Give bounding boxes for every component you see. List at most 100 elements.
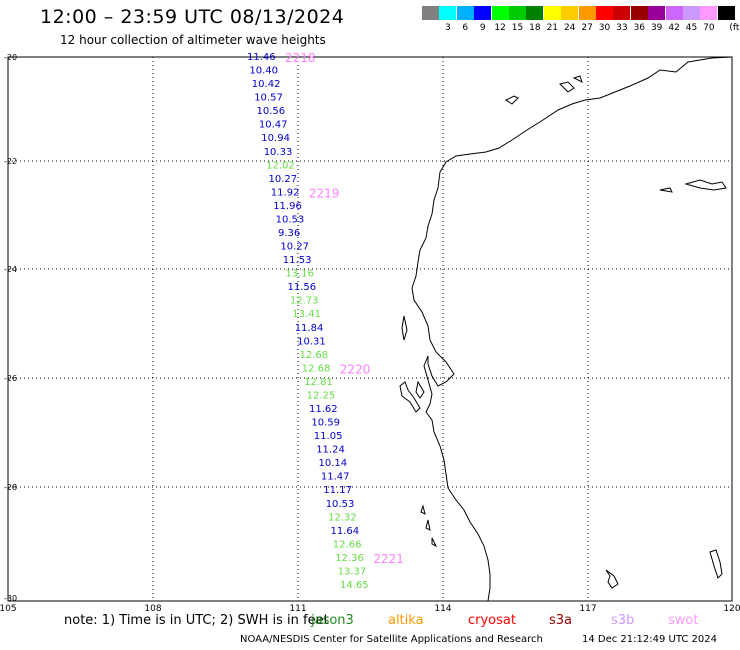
wave-height-reading: 12.36	[335, 553, 364, 564]
scale-label: 9	[479, 23, 486, 33]
satellite-legend-item: s3b	[611, 613, 635, 628]
scale-swatch	[613, 6, 631, 20]
scale-label: 42	[668, 23, 680, 33]
scale-swatch	[630, 6, 648, 20]
wave-height-reading: 10.53	[276, 215, 305, 226]
scale-label: 24	[563, 23, 576, 33]
scale-label: 30	[598, 23, 611, 33]
pass-number-label: 2218	[285, 51, 316, 65]
coastline-segment	[399, 381, 421, 413]
map-frame	[7, 56, 733, 602]
scale-swatch	[456, 6, 474, 20]
lon-label: 120	[723, 604, 740, 614]
map-subtitle: 12 hour collection of altimeter wave hei…	[60, 33, 326, 47]
scale-label: 70	[703, 23, 715, 33]
lat-label: -26	[4, 374, 17, 383]
wave-height-reading: 11.64	[331, 526, 360, 537]
wave-height-reading: 12.66	[333, 539, 362, 550]
wave-height-reading: 12.68	[300, 350, 329, 361]
satellite-track: 11.46 10.40 10.42 10.57 10.56 10.47 10.94 10.33…	[247, 52, 369, 591]
scale-swatch	[717, 6, 735, 20]
scale-swatch	[700, 6, 718, 20]
satellite-legend-item: altika	[388, 613, 424, 628]
footer-note: note: 1) Time is in UTC; 2) SWH is in fe…	[64, 613, 329, 628]
wave-height-reading: 10.42	[252, 79, 281, 90]
scale-label: 39	[650, 23, 663, 33]
lon-label: 108	[144, 604, 161, 614]
wave-height-reading: 11.53	[283, 255, 312, 266]
lat-label: -20	[4, 53, 17, 62]
coastline-segment	[684, 179, 727, 191]
lat-label: -28	[4, 483, 17, 492]
wave-height-reading: 11.17	[323, 485, 352, 496]
wave-height-reading: 10.27	[269, 174, 298, 185]
lon-label: 114	[434, 604, 451, 614]
lat-label: -24	[4, 265, 17, 274]
coastline-segment	[559, 81, 575, 93]
coastline-segment	[420, 504, 426, 515]
coastline-segment	[572, 75, 583, 83]
scale-swatch	[422, 6, 439, 20]
scale-unit: (ft)	[729, 23, 740, 33]
satellite-legend-item: cryosat	[468, 613, 516, 628]
wave-height-reading: 12.25	[307, 391, 336, 402]
lat-label: -22	[4, 157, 17, 166]
scale-swatch	[578, 6, 596, 20]
scale-swatch	[509, 6, 526, 20]
scale-label: 18	[529, 23, 541, 33]
graticule-grid	[8, 57, 732, 601]
scale-label: 36	[633, 23, 646, 33]
wave-height-reading: 10.14	[319, 458, 348, 469]
coastline-segment	[401, 315, 408, 341]
wave-height-reading: 11.96	[273, 201, 302, 212]
pass-number-label: 2221	[373, 552, 404, 566]
wave-height-reading: 12.81	[304, 377, 333, 388]
wave-height-reading: 11.05	[314, 431, 343, 442]
coastline-segment	[709, 549, 723, 579]
lon-label: 105	[0, 604, 17, 614]
footer-timestamp: 14 Dec 21:12:49 UTC 2024	[582, 634, 717, 645]
pass-labels: 2218 2219 2220 2221	[285, 51, 404, 566]
wave-height-reading: 10.57	[254, 93, 283, 104]
longitude-labels: 105 108 111 114 117 120	[0, 604, 740, 614]
scale-label: 21	[546, 23, 559, 33]
wave-height-reading: 11.24	[316, 445, 345, 456]
wave-height-reading: 11.56	[288, 282, 317, 293]
scale-swatch	[526, 6, 544, 20]
scale-swatch	[491, 6, 509, 20]
wave-height-reading: 10.40	[249, 66, 278, 77]
scale-label: 3	[445, 23, 451, 33]
lon-label: 111	[289, 604, 306, 614]
latitude-labels: -20 -22 -24 -26 -28 -30	[4, 53, 17, 603]
wave-height-reading: 10.31	[297, 336, 326, 347]
wave-height-reading: 9.36	[278, 228, 300, 239]
scale-swatch	[596, 6, 613, 20]
scale-swatch	[474, 6, 492, 20]
wave-height-reading: 12.68	[302, 363, 331, 374]
wave-height-reading: 13.37	[338, 567, 367, 578]
scale-swatch	[665, 6, 683, 20]
scale-label: 15	[511, 23, 524, 33]
lon-label: 117	[579, 604, 596, 614]
coastline-segment	[411, 56, 733, 602]
wave-height-reading: 12.02	[266, 160, 295, 171]
scale-label: 45	[685, 23, 698, 33]
australia-coastline	[399, 56, 733, 602]
coastline-segment	[505, 95, 519, 105]
scale-swatch	[439, 6, 457, 20]
wave-height-reading: 10.33	[264, 147, 293, 158]
wave-height-reading: 12.32	[328, 512, 357, 523]
pass-number-label: 2219	[309, 186, 340, 200]
wave-height-reading: 14.65	[340, 580, 369, 591]
scale-label: 27	[581, 23, 593, 33]
scale-swatch	[543, 6, 561, 20]
coastline-segment	[431, 537, 438, 548]
wave-height-reading: 10.56	[257, 106, 286, 117]
coastline-segment	[415, 380, 425, 399]
wave-height-reading: 11.92	[271, 187, 300, 198]
wave-height-reading: 11.84	[295, 323, 324, 334]
scale-label: 12	[494, 23, 506, 33]
wave-height-reading: 12.73	[290, 296, 319, 307]
wave-height-reading: 10.94	[261, 133, 290, 144]
